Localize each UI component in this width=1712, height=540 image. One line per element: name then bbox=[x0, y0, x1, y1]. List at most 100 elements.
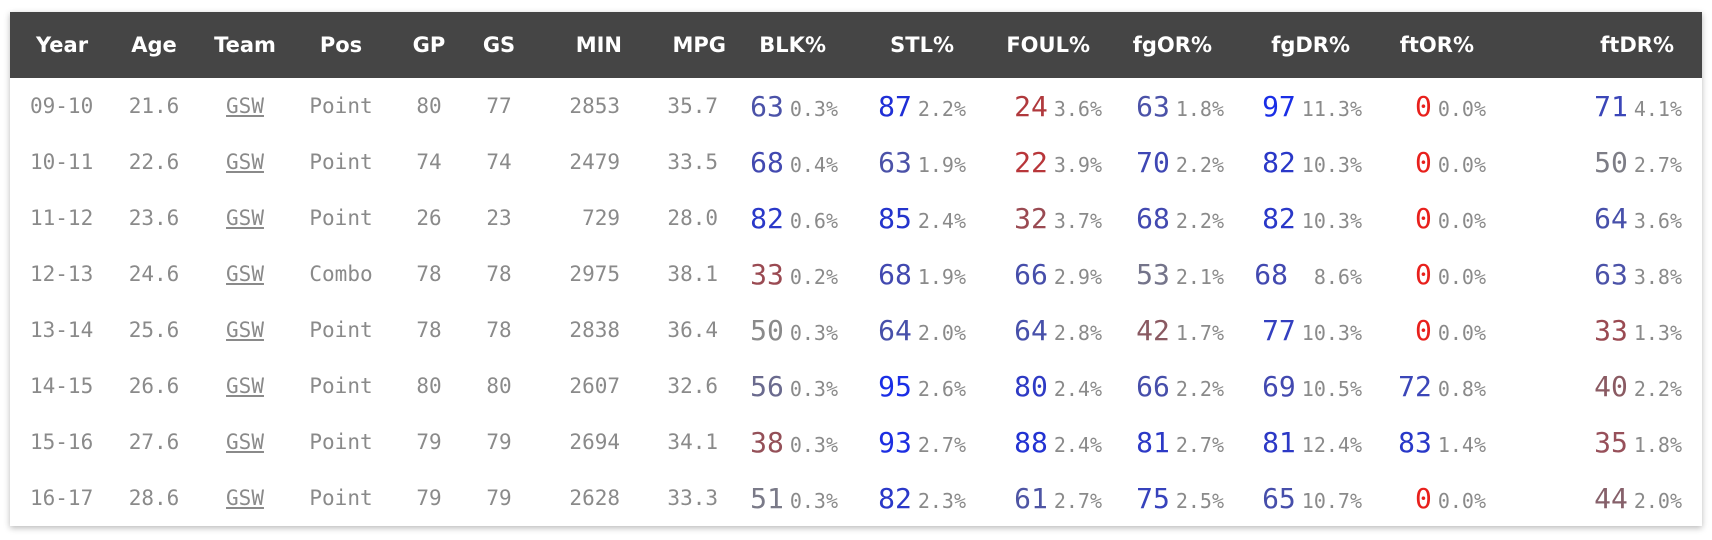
cell-gs: 23 bbox=[486, 206, 512, 230]
cell-ftdr: 40 2.2% bbox=[1506, 358, 1702, 414]
cell-mpg: 28.0 bbox=[667, 206, 718, 230]
ftor-rank: 0 bbox=[1414, 145, 1432, 179]
ftdr-value: 2.0% bbox=[1633, 488, 1682, 513]
team-link[interactable]: GSW bbox=[226, 150, 264, 174]
cell-age: 28.6 bbox=[128, 486, 180, 510]
blk-rank: 51 bbox=[750, 481, 784, 515]
ftdr-value: 3.8% bbox=[1633, 264, 1682, 289]
cell-min: 2607 bbox=[569, 374, 620, 398]
team-link[interactable]: GSW bbox=[226, 94, 264, 118]
header-ftor[interactable]: ftOR% bbox=[1399, 33, 1474, 57]
cell-age: 22.6 bbox=[128, 150, 180, 174]
stl-value: 1.9% bbox=[917, 152, 966, 177]
fgor-value: 1.8% bbox=[1175, 96, 1224, 121]
cell-fgor: 63 1.8% bbox=[1122, 78, 1244, 134]
cell-blk: 56 0.3% bbox=[730, 358, 858, 414]
fgor-value: 2.2% bbox=[1175, 376, 1224, 401]
stl-rank: 63 bbox=[878, 145, 912, 179]
blk-rank: 63 bbox=[750, 89, 784, 123]
stl-rank: 85 bbox=[878, 201, 912, 235]
cell-fgor: 53 2.1% bbox=[1122, 246, 1244, 302]
team-link[interactable]: GSW bbox=[226, 262, 264, 286]
blk-rank: 33 bbox=[750, 257, 784, 291]
ftdr-rank: 64 bbox=[1594, 201, 1628, 235]
stl-value: 1.9% bbox=[917, 264, 966, 289]
header-min[interactable]: MIN bbox=[575, 33, 622, 57]
header-fgdr[interactable]: fgDR% bbox=[1271, 33, 1350, 57]
ftdr-value: 2.2% bbox=[1633, 376, 1682, 401]
team-link[interactable]: GSW bbox=[226, 430, 264, 454]
table-row: 15-16 27.6 GSW Point 79 79 2694 34.1 38 0.3% 93 2.7… bbox=[10, 414, 1702, 470]
fgor-value: 1.7% bbox=[1175, 320, 1224, 345]
cell-fgor: 66 2.2% bbox=[1122, 358, 1244, 414]
header-pos[interactable]: Pos bbox=[319, 33, 363, 57]
fgdr-value: 10.7% bbox=[1301, 488, 1362, 513]
cell-fgdr: 81 12.4% bbox=[1244, 414, 1382, 470]
team-link[interactable]: GSW bbox=[226, 486, 264, 510]
table-row: 10-11 22.6 GSW Point 74 74 2479 33.5 68 0.4% 63 1.9… bbox=[10, 134, 1702, 190]
header-gp[interactable]: GP bbox=[412, 33, 446, 57]
header-gs[interactable]: GS bbox=[482, 33, 516, 57]
cell-team: GSW bbox=[202, 134, 288, 190]
fgor-value: 2.5% bbox=[1175, 488, 1224, 513]
header-foul[interactable]: FOUL% bbox=[1006, 33, 1090, 57]
ftor-rank: 0 bbox=[1414, 201, 1432, 235]
header-age[interactable]: Age bbox=[131, 33, 177, 57]
cell-gp: 79 bbox=[416, 430, 442, 454]
ftor-value: 0.0% bbox=[1437, 96, 1486, 121]
fgor-value: 2.1% bbox=[1175, 264, 1224, 289]
cell-gp: 79 bbox=[416, 486, 442, 510]
cell-pos: Point bbox=[309, 374, 373, 398]
cell-mpg: 33.5 bbox=[667, 150, 718, 174]
table-row: 09-10 21.6 GSW Point 80 77 2853 35.7 63 0.3% 87 2.2… bbox=[10, 78, 1702, 134]
fgdr-rank: 68 bbox=[1254, 257, 1288, 291]
team-link[interactable]: GSW bbox=[226, 206, 264, 230]
cell-ftdr: 63 3.8% bbox=[1506, 246, 1702, 302]
header-ftdr[interactable]: ftDR% bbox=[1600, 33, 1674, 57]
cell-mpg: 35.7 bbox=[667, 94, 718, 118]
cell-team: GSW bbox=[202, 78, 288, 134]
ftor-value: 0.0% bbox=[1437, 320, 1486, 345]
ftor-rank: 0 bbox=[1414, 257, 1432, 291]
fgor-value: 2.2% bbox=[1175, 208, 1224, 233]
foul-value: 3.6% bbox=[1053, 96, 1102, 121]
cell-gs: 78 bbox=[486, 262, 512, 286]
cell-ftor: 0 0.0% bbox=[1382, 134, 1506, 190]
cell-team: GSW bbox=[202, 302, 288, 358]
header-blk[interactable]: BLK% bbox=[759, 33, 826, 57]
foul-value: 2.7% bbox=[1053, 488, 1102, 513]
fgor-rank: 42 bbox=[1136, 313, 1170, 347]
cell-year: 11-12 bbox=[30, 206, 94, 230]
cell-min: 2838 bbox=[569, 318, 620, 342]
ftor-value: 0.0% bbox=[1437, 152, 1486, 177]
header-year[interactable]: Year bbox=[36, 33, 89, 57]
fgdr-value: 10.3% bbox=[1301, 208, 1362, 233]
cell-stl: 87 2.2% bbox=[858, 78, 986, 134]
ftdr-value: 3.6% bbox=[1633, 208, 1682, 233]
cell-min: 2628 bbox=[569, 486, 620, 510]
cell-ftdr: 50 2.7% bbox=[1506, 134, 1702, 190]
cell-foul: 22 3.9% bbox=[986, 134, 1122, 190]
header-fgor[interactable]: fgOR% bbox=[1132, 33, 1212, 57]
cell-foul: 61 2.7% bbox=[986, 470, 1122, 526]
foul-rank: 64 bbox=[1014, 313, 1048, 347]
team-link[interactable]: GSW bbox=[226, 318, 264, 342]
cell-year: 12-13 bbox=[30, 262, 94, 286]
cell-min: 729 bbox=[582, 206, 620, 230]
fgdr-value: 10.3% bbox=[1301, 320, 1362, 345]
cell-year: 16-17 bbox=[30, 486, 94, 510]
header-team[interactable]: Team bbox=[214, 33, 276, 57]
cell-fgdr: 82 10.3% bbox=[1244, 190, 1382, 246]
cell-age: 27.6 bbox=[128, 430, 180, 454]
cell-stl: 93 2.7% bbox=[858, 414, 986, 470]
cell-gs: 80 bbox=[486, 374, 512, 398]
stl-rank: 93 bbox=[878, 425, 912, 459]
cell-blk: 82 0.6% bbox=[730, 190, 858, 246]
team-link[interactable]: GSW bbox=[226, 374, 264, 398]
blk-rank: 56 bbox=[750, 369, 784, 403]
cell-ftor: 0 0.0% bbox=[1382, 190, 1506, 246]
cell-year: 15-16 bbox=[30, 430, 94, 454]
header-stl[interactable]: STL% bbox=[890, 33, 954, 57]
blk-value: 0.4% bbox=[789, 152, 838, 177]
header-mpg[interactable]: MPG bbox=[672, 33, 726, 57]
